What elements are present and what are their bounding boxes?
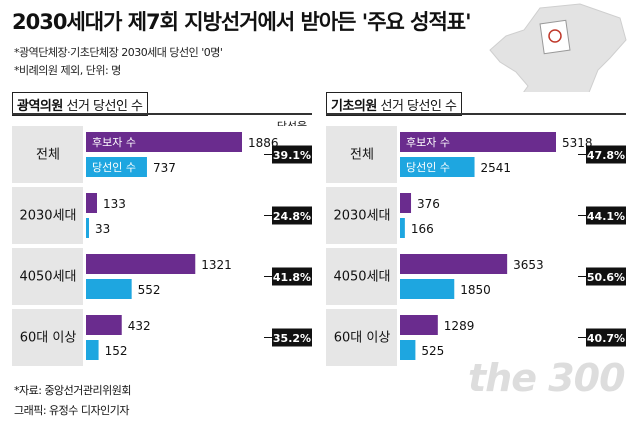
rate-value: 39.1% — [273, 149, 311, 162]
value-label-elected: 525 — [421, 344, 444, 358]
rate-box — [586, 267, 626, 286]
value-label-candidates: 432 — [128, 319, 151, 333]
category-label: 4050세대 — [19, 270, 76, 285]
value-label-elected: 552 — [138, 283, 161, 297]
bar-elected — [86, 340, 99, 360]
value-label-candidates: 1321 — [201, 258, 232, 272]
value-label-candidates: 1289 — [444, 319, 475, 333]
rate-value: 24.8% — [273, 210, 311, 223]
bar-elected — [86, 157, 147, 177]
panel-title: 기초의원 선거 당선인 수 — [326, 92, 462, 116]
value-label-candidates: 3653 — [513, 258, 544, 272]
category-label: 2030세대 — [333, 209, 390, 224]
bar-elected — [400, 340, 416, 360]
rate-box — [272, 206, 312, 225]
legend-candidates: 후보자 수 — [406, 136, 450, 149]
bar-candidates — [86, 193, 98, 213]
value-label-elected: 166 — [411, 222, 434, 236]
rate-box — [586, 328, 626, 347]
panel-divider — [12, 113, 312, 115]
bar-elected — [86, 218, 89, 238]
value-label-candidates: 376 — [417, 197, 440, 211]
rate-box — [272, 145, 312, 164]
bar-candidates — [86, 315, 122, 335]
rate-value: 50.6% — [587, 271, 625, 284]
value-label-candidates: 1886 — [248, 136, 279, 150]
legend-candidates: 후보자 수 — [92, 136, 136, 149]
bar-elected — [86, 279, 132, 299]
rate-box — [586, 145, 626, 164]
rate-value: 47.8% — [587, 149, 625, 162]
rate-box — [272, 267, 312, 286]
rate-value: 40.7% — [587, 332, 625, 345]
bar-elected — [400, 218, 405, 238]
rate-value: 35.2% — [273, 332, 311, 345]
bar-candidates — [86, 132, 242, 152]
rate-value: 44.1% — [587, 210, 625, 223]
category-label: 전체 — [350, 148, 374, 163]
rate-value: 41.8% — [273, 271, 311, 284]
bar-elected — [400, 279, 455, 299]
value-label-elected: 2541 — [481, 161, 512, 175]
rate-box — [272, 328, 312, 347]
panel-title-bold: 기초의원 — [331, 99, 377, 114]
value-label-elected: 1850 — [460, 283, 491, 297]
category-label: 2030세대 — [19, 209, 76, 224]
value-label-elected: 33 — [95, 222, 110, 236]
category-label: 4050세대 — [333, 270, 390, 285]
panel-title-bold: 광역의원 — [17, 99, 63, 114]
category-label: 60대 이상 — [334, 331, 391, 346]
note-no-winners: *광역단체장·기초단체장 2030세대 당선인 '0명' — [14, 46, 223, 59]
note-units: *비례의원 제외, 단위: 명 — [14, 64, 121, 77]
value-label-elected: 152 — [105, 344, 128, 358]
value-label-elected: 737 — [153, 161, 176, 175]
panel-title: 광역의원 선거 당선인 수 — [12, 92, 148, 116]
bar-candidates — [400, 315, 438, 335]
value-label-candidates: 5318 — [562, 136, 593, 150]
chart-title: 2030세대가 제7회 지방선거에서 받아든 '주요 성적표' — [12, 10, 472, 34]
rate-box — [586, 206, 626, 225]
bar-elected — [400, 157, 475, 177]
bar-candidates — [400, 132, 556, 152]
legend-elected: 당선인 수 — [92, 161, 136, 174]
watermark-logo: the 300 — [468, 356, 626, 400]
legend-elected: 당선인 수 — [406, 161, 450, 174]
bar-candidates — [86, 254, 196, 274]
graphic-credit: 그래픽: 유정수 디자인기자 — [14, 404, 130, 417]
panel-title-rest: 선거 당선인 수 — [380, 99, 457, 114]
bar-candidates — [400, 254, 508, 274]
panel-divider — [326, 113, 626, 115]
bar-candidates — [400, 193, 412, 213]
panel-title-rest: 선거 당선인 수 — [66, 99, 143, 114]
category-label: 전체 — [36, 148, 60, 163]
value-label-candidates: 133 — [103, 197, 126, 211]
category-label: 60대 이상 — [20, 331, 77, 346]
source-note: *자료: 중앙선거관리위원회 — [14, 384, 132, 397]
